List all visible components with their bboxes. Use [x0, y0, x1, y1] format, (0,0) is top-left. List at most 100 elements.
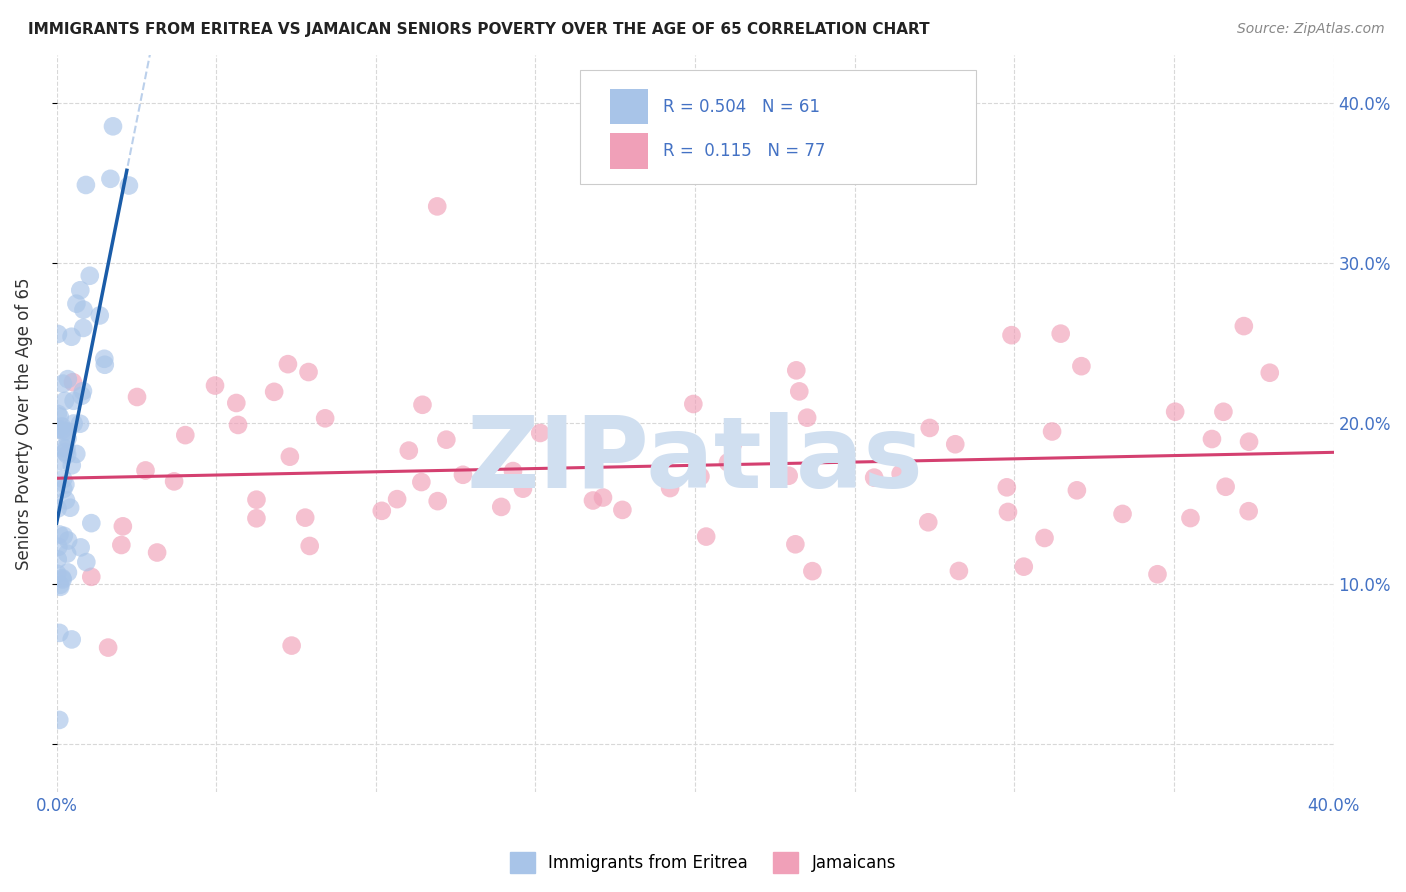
Point: [1012, 559, 1035, 574]
Point: [1146, 567, 1168, 582]
Point: [943, 437, 966, 451]
Point: [48, 454, 70, 468]
Point: [1066, 483, 1088, 498]
Point: [1237, 504, 1260, 518]
Point: [385, 492, 408, 507]
Point: [371, 504, 394, 518]
Point: [491, 500, 513, 514]
Point: [298, 539, 321, 553]
Point: [582, 493, 605, 508]
Legend: Immigrants from Eritrea, Jamaicans: Immigrants from Eritrea, Jamaicans: [503, 846, 903, 880]
Text: IMMIGRANTS FROM ERITREA VS JAMAICAN SENIORS POVERTY OVER THE AGE OF 65 CORRELATI: IMMIGRANTS FROM ERITREA VS JAMAICAN SENI…: [28, 22, 929, 37]
Point: [65, 447, 87, 461]
Point: [512, 482, 534, 496]
Point: [918, 421, 941, 435]
Point: [52, 472, 75, 486]
Point: [46, 422, 69, 436]
Point: [60, 330, 83, 344]
Point: [100, 171, 122, 186]
Point: [801, 564, 824, 578]
Point: [93, 351, 115, 366]
Point: [1212, 405, 1234, 419]
Point: [49, 409, 72, 424]
Point: [225, 396, 247, 410]
Point: [110, 538, 132, 552]
Point: [297, 365, 319, 379]
Point: [89, 309, 111, 323]
Point: [53, 393, 76, 408]
Point: [314, 411, 336, 425]
Point: [56, 547, 79, 561]
Point: [80, 570, 103, 584]
Point: [97, 640, 120, 655]
Point: [48, 527, 70, 541]
Point: [1070, 359, 1092, 374]
Point: [785, 537, 807, 551]
Point: [79, 268, 101, 283]
Point: [53, 425, 76, 439]
Point: [56, 425, 79, 439]
Point: [135, 463, 157, 477]
Point: [997, 505, 1019, 519]
Point: [689, 469, 711, 483]
Point: [245, 492, 267, 507]
Point: [52, 482, 75, 496]
Point: [278, 450, 301, 464]
Point: [1215, 480, 1237, 494]
Point: [49, 580, 72, 594]
Point: [411, 398, 433, 412]
Point: [1111, 507, 1133, 521]
Point: [52, 573, 75, 587]
Point: [785, 363, 807, 377]
Point: [721, 437, 744, 451]
Point: [1258, 366, 1281, 380]
Point: [46, 326, 69, 341]
Point: [69, 417, 91, 431]
FancyBboxPatch shape: [581, 70, 976, 184]
Point: [502, 464, 524, 478]
Point: [411, 475, 433, 489]
Text: R = 0.504   N = 61: R = 0.504 N = 61: [664, 98, 820, 116]
Point: [1233, 319, 1256, 334]
Point: [118, 178, 141, 193]
Point: [682, 397, 704, 411]
Point: [53, 477, 76, 491]
Point: [48, 540, 70, 554]
Point: [294, 510, 316, 524]
Point: [46, 407, 69, 421]
Text: ZIPatlas: ZIPatlas: [467, 412, 924, 508]
Point: [75, 178, 97, 192]
Point: [1201, 432, 1223, 446]
Point: [53, 445, 76, 459]
Point: [995, 480, 1018, 494]
Point: [695, 530, 717, 544]
Point: [65, 296, 87, 310]
Point: [56, 372, 79, 386]
Point: [48, 625, 70, 640]
Point: [56, 533, 79, 548]
Point: [1040, 425, 1063, 439]
Point: [62, 393, 84, 408]
Point: [398, 443, 420, 458]
Point: [778, 468, 800, 483]
Point: [46, 501, 69, 516]
Point: [62, 417, 84, 431]
Point: [51, 423, 73, 437]
Point: [94, 358, 117, 372]
Point: [917, 515, 939, 529]
Point: [56, 448, 79, 462]
Point: [426, 494, 449, 508]
FancyBboxPatch shape: [610, 89, 648, 124]
Point: [59, 500, 82, 515]
Point: [75, 555, 97, 569]
Point: [46, 552, 69, 566]
Point: [62, 375, 84, 389]
Point: [890, 467, 912, 481]
Point: [529, 425, 551, 440]
Point: [72, 321, 94, 335]
Point: [48, 713, 70, 727]
Point: [796, 410, 818, 425]
Point: [60, 458, 83, 473]
Point: [70, 389, 93, 403]
Point: [52, 529, 75, 543]
